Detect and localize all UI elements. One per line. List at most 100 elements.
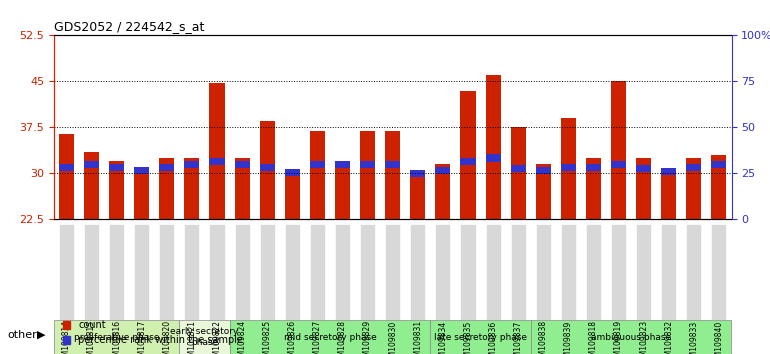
Bar (159, 158, 174, 219)
Bar (134, 167, 149, 219)
Text: GSM109832: GSM109832 (665, 320, 673, 354)
FancyBboxPatch shape (385, 223, 400, 320)
Text: GSM109831: GSM109831 (413, 320, 422, 354)
Text: GSM109836: GSM109836 (489, 320, 497, 354)
Bar (335, 161, 350, 219)
Bar (536, 164, 551, 219)
FancyBboxPatch shape (360, 223, 375, 320)
Bar (59, 164, 74, 171)
FancyBboxPatch shape (611, 223, 626, 320)
FancyBboxPatch shape (54, 320, 179, 354)
FancyBboxPatch shape (435, 223, 450, 320)
Bar (285, 169, 300, 176)
Text: GSM109814: GSM109814 (62, 320, 71, 354)
Text: GSM109829: GSM109829 (363, 320, 372, 354)
Text: GSM109838: GSM109838 (539, 320, 547, 354)
Text: GSM109835: GSM109835 (464, 320, 473, 354)
Text: GSM109817: GSM109817 (137, 320, 146, 354)
FancyBboxPatch shape (310, 223, 325, 320)
Bar (209, 82, 225, 219)
Bar (410, 170, 425, 177)
Bar (661, 168, 676, 175)
Bar (410, 175, 425, 219)
Text: GSM109820: GSM109820 (162, 320, 172, 354)
FancyBboxPatch shape (209, 223, 225, 320)
Text: early secretory
phase: early secretory phase (170, 327, 239, 347)
Bar (235, 158, 249, 219)
Text: GSM109816: GSM109816 (112, 320, 121, 354)
Bar (184, 158, 199, 219)
FancyBboxPatch shape (59, 223, 74, 320)
FancyBboxPatch shape (184, 223, 199, 320)
FancyBboxPatch shape (531, 320, 732, 354)
FancyBboxPatch shape (179, 320, 229, 354)
Bar (561, 164, 576, 171)
Bar (184, 161, 199, 168)
Bar (686, 158, 701, 219)
FancyBboxPatch shape (536, 223, 551, 320)
Text: GSM109830: GSM109830 (388, 320, 397, 354)
Bar (159, 164, 174, 171)
Text: GSM109825: GSM109825 (263, 320, 272, 354)
Text: GSM109827: GSM109827 (313, 320, 322, 354)
Text: ▶: ▶ (37, 330, 45, 339)
FancyBboxPatch shape (561, 223, 576, 320)
FancyBboxPatch shape (430, 320, 531, 354)
Text: GSM109840: GSM109840 (715, 320, 724, 354)
Bar (536, 167, 551, 174)
Bar (310, 161, 325, 168)
FancyBboxPatch shape (335, 223, 350, 320)
Bar (360, 161, 375, 168)
Bar (636, 165, 651, 172)
Bar (259, 164, 275, 171)
Bar (385, 131, 400, 219)
Bar (259, 121, 275, 219)
Bar (310, 131, 325, 219)
Text: GSM109839: GSM109839 (564, 320, 573, 354)
FancyBboxPatch shape (84, 223, 99, 320)
Text: GSM109834: GSM109834 (438, 320, 447, 354)
Bar (611, 161, 626, 168)
Bar (686, 164, 701, 171)
FancyBboxPatch shape (460, 223, 476, 320)
Text: GDS2052 / 224542_s_at: GDS2052 / 224542_s_at (54, 20, 204, 33)
Bar (235, 161, 249, 168)
Bar (285, 172, 300, 219)
FancyBboxPatch shape (636, 223, 651, 320)
FancyBboxPatch shape (486, 223, 500, 320)
Text: GSM109819: GSM109819 (614, 320, 623, 354)
Text: GSM109823: GSM109823 (639, 320, 648, 354)
Text: GSM109821: GSM109821 (187, 320, 196, 354)
Bar (661, 170, 676, 219)
Bar (511, 165, 526, 172)
Bar (435, 167, 450, 174)
Bar (486, 75, 500, 219)
Text: GSM109833: GSM109833 (689, 320, 698, 354)
Bar (360, 131, 375, 219)
Bar (611, 81, 626, 219)
Bar (460, 158, 476, 165)
FancyBboxPatch shape (109, 223, 124, 320)
Bar (636, 158, 651, 219)
Legend: count, percentile rank within the sample: count, percentile rank within the sample (59, 316, 247, 349)
Bar (586, 164, 601, 171)
Bar (109, 161, 124, 219)
Bar (59, 133, 74, 219)
Text: proliferative phase: proliferative phase (74, 333, 159, 342)
FancyBboxPatch shape (686, 223, 701, 320)
Text: GSM109826: GSM109826 (288, 320, 296, 354)
Text: late secretory phase: late secretory phase (434, 333, 527, 342)
Bar (134, 167, 149, 174)
Bar (435, 164, 450, 219)
Bar (84, 161, 99, 168)
FancyBboxPatch shape (235, 223, 249, 320)
Text: GSM109822: GSM109822 (213, 320, 222, 354)
FancyBboxPatch shape (229, 320, 430, 354)
Text: GSM109818: GSM109818 (589, 320, 598, 354)
Bar (561, 118, 576, 219)
FancyBboxPatch shape (711, 223, 726, 320)
FancyBboxPatch shape (134, 223, 149, 320)
Text: GSM109828: GSM109828 (338, 320, 347, 354)
Bar (335, 161, 350, 168)
Bar (711, 161, 726, 168)
